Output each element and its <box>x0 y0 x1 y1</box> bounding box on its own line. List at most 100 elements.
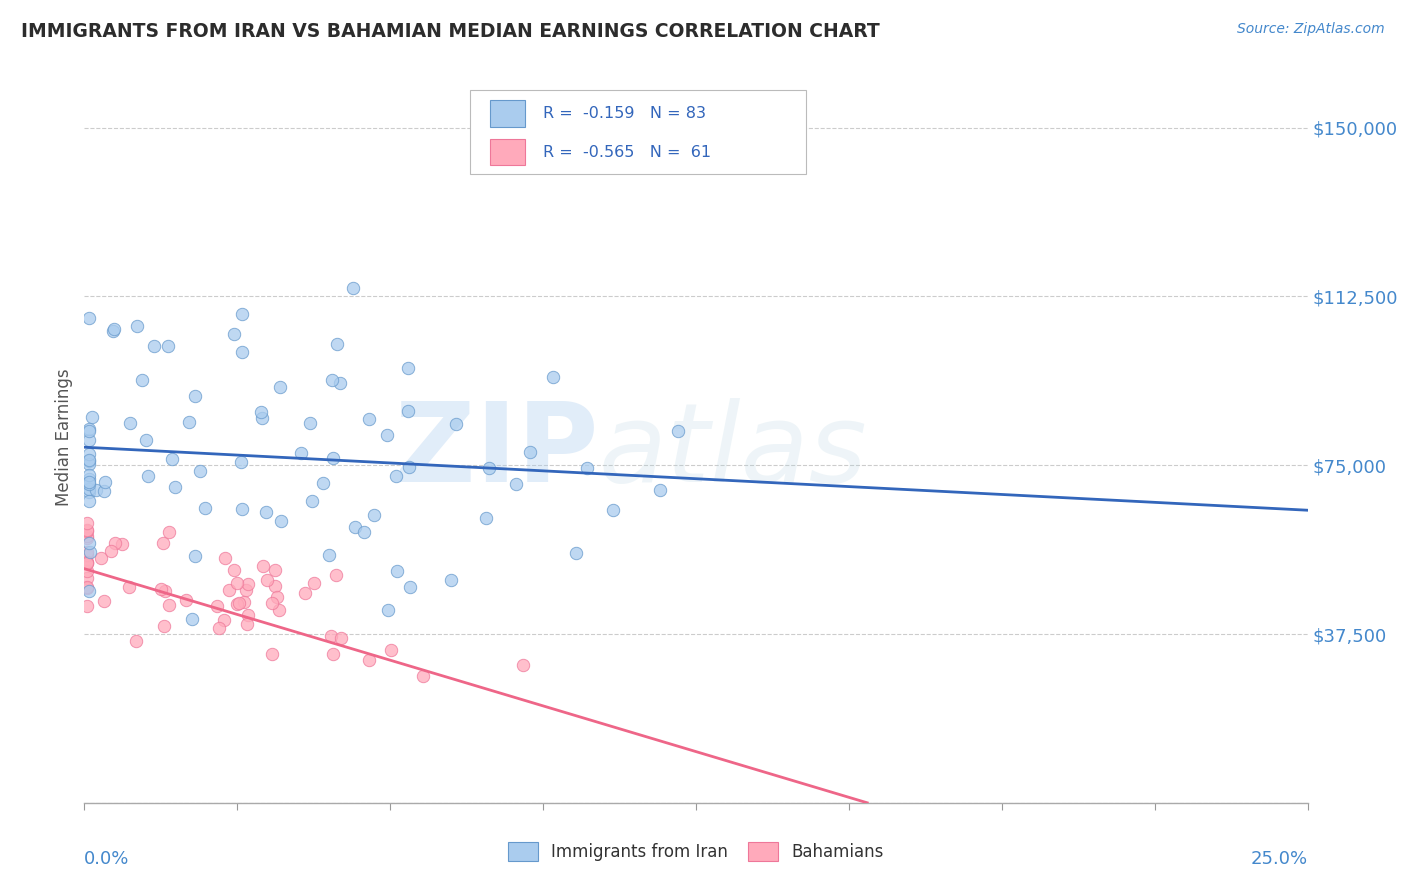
Point <box>399 580 422 594</box>
Point <box>269 380 291 394</box>
Point <box>326 336 349 351</box>
Point <box>125 318 148 333</box>
Point <box>76 555 98 569</box>
Point <box>157 599 180 613</box>
Point <box>90 551 112 566</box>
Point <box>76 545 98 559</box>
Point <box>76 580 98 594</box>
Text: atlas: atlas <box>598 398 866 505</box>
Point <box>412 668 434 682</box>
Point <box>321 629 343 643</box>
Point <box>143 339 166 353</box>
Point <box>396 403 419 417</box>
Point <box>252 411 274 425</box>
Text: R =  -0.565   N =  61: R = -0.565 N = 61 <box>543 145 711 160</box>
Point <box>77 452 100 467</box>
Point <box>118 581 141 595</box>
Point <box>76 556 98 570</box>
Point <box>321 647 343 661</box>
Point <box>233 594 256 608</box>
Point <box>183 389 205 403</box>
Point <box>385 468 408 483</box>
Point <box>377 603 399 617</box>
Bar <box>491 100 524 127</box>
Point <box>207 599 229 614</box>
Point <box>250 405 273 419</box>
Point <box>357 653 380 667</box>
Point <box>82 410 104 425</box>
Point <box>475 510 498 524</box>
Point <box>512 658 534 673</box>
Point <box>153 584 176 599</box>
Point <box>269 603 291 617</box>
Point <box>602 503 624 517</box>
Point <box>77 536 100 550</box>
Point <box>353 524 375 539</box>
Point <box>343 520 366 534</box>
Point <box>231 344 253 359</box>
Point <box>214 550 236 565</box>
Point <box>290 446 312 460</box>
Point <box>157 524 180 539</box>
Bar <box>491 138 524 166</box>
Point <box>301 493 323 508</box>
Point <box>318 548 340 562</box>
Point <box>76 529 98 543</box>
Point <box>153 618 176 632</box>
Point <box>77 311 100 326</box>
Point <box>359 411 381 425</box>
Text: ZIP: ZIP <box>395 398 598 505</box>
Point <box>188 464 211 478</box>
Point <box>505 476 527 491</box>
Point <box>363 508 385 522</box>
Point <box>76 524 98 538</box>
Point <box>179 415 201 429</box>
Point <box>135 433 157 447</box>
Point <box>120 417 142 431</box>
Point <box>262 647 284 661</box>
Point <box>576 461 599 475</box>
Point <box>77 482 100 496</box>
Point <box>666 425 689 439</box>
Point <box>77 424 100 438</box>
Point <box>231 307 253 321</box>
Point <box>76 523 98 537</box>
Point <box>329 631 352 645</box>
Point <box>252 559 274 574</box>
Point <box>321 373 343 387</box>
Point <box>194 500 217 515</box>
Point <box>302 575 325 590</box>
Point <box>76 599 98 613</box>
Point <box>94 475 117 489</box>
Point <box>101 324 124 338</box>
Point <box>226 576 249 591</box>
Point <box>238 608 260 623</box>
Point <box>77 433 100 447</box>
Point <box>396 361 419 376</box>
Point <box>77 472 100 486</box>
Point <box>266 590 288 604</box>
Point <box>77 484 100 499</box>
Point <box>260 596 283 610</box>
Point <box>76 581 98 595</box>
Point <box>77 422 100 436</box>
Point <box>231 501 253 516</box>
Point <box>299 417 322 431</box>
Point <box>263 563 285 577</box>
Point <box>104 536 127 550</box>
Point <box>77 447 100 461</box>
Point <box>519 445 541 459</box>
Point <box>77 468 100 483</box>
Point <box>380 643 402 657</box>
Text: Source: ZipAtlas.com: Source: ZipAtlas.com <box>1237 22 1385 37</box>
Point <box>76 564 98 578</box>
Point <box>160 452 183 467</box>
Text: R =  -0.159   N = 83: R = -0.159 N = 83 <box>543 106 706 121</box>
Legend: Immigrants from Iran, Bahamians: Immigrants from Iran, Bahamians <box>502 835 890 868</box>
Point <box>228 596 250 610</box>
Point <box>564 546 586 560</box>
Point <box>222 327 245 342</box>
Point <box>100 544 122 558</box>
Point <box>76 548 98 562</box>
Point <box>77 584 100 599</box>
